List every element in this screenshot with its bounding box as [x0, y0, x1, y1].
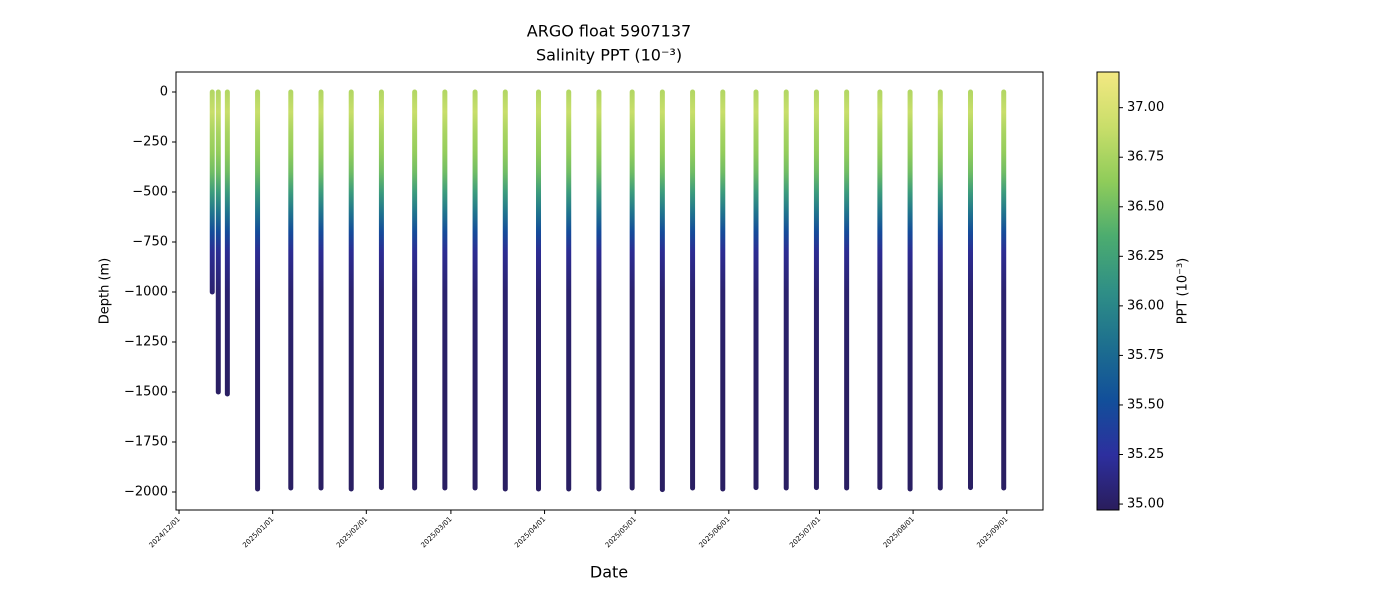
y-tick-label: −1000	[124, 285, 168, 300]
x-tick-label: 2024/12/01	[148, 515, 182, 549]
profile	[967, 89, 973, 491]
chart-title: ARGO float 5907137	[527, 22, 691, 41]
colorbar-tick-label: 36.00	[1127, 298, 1164, 313]
profile	[288, 89, 294, 491]
profile	[442, 89, 448, 491]
y-tick-label: −1250	[124, 335, 168, 350]
y-tick-label: −500	[132, 185, 168, 200]
colorbar-tick-label: 35.75	[1127, 348, 1164, 363]
profile	[907, 89, 913, 492]
x-tick-label: 2025/02/01	[335, 515, 369, 549]
profile	[877, 89, 883, 491]
colorbar-tick-label: 37.00	[1127, 100, 1164, 115]
y-tick-label: −250	[132, 135, 168, 150]
x-axis-label: Date	[590, 563, 628, 582]
chart-subtitle: Salinity PPT (10⁻³)	[536, 46, 682, 65]
x-tick-label: 2025/05/01	[604, 515, 638, 549]
x-tick-label: 2025/01/01	[241, 515, 275, 549]
profile	[629, 89, 635, 491]
profile	[753, 89, 759, 491]
y-tick-label: 0	[160, 85, 168, 100]
profile	[937, 89, 943, 491]
profile	[659, 89, 665, 493]
plot-frame	[175, 71, 1044, 511]
y-tick-label: −1750	[124, 435, 168, 450]
profile	[224, 89, 230, 397]
y-tick-label: −2000	[124, 485, 168, 500]
profile	[536, 89, 542, 492]
profile	[813, 89, 819, 491]
profile	[720, 89, 726, 492]
x-tick-label: 2025/08/01	[882, 515, 916, 549]
y-tick-label: −750	[132, 235, 168, 250]
profile	[255, 89, 261, 492]
y-axis-label: Depth (m)	[98, 258, 113, 325]
profile	[1001, 89, 1007, 491]
profile	[502, 89, 508, 492]
profile	[318, 89, 324, 491]
y-tick-label: −1500	[124, 385, 168, 400]
profile	[596, 89, 602, 492]
profile	[783, 89, 789, 491]
profile	[348, 89, 354, 492]
x-tick-label: 2025/09/01	[975, 515, 1009, 549]
x-tick-label: 2025/04/01	[513, 515, 547, 549]
colorbar-tick-label: 36.50	[1127, 199, 1164, 214]
colorbar-tick-label: 35.25	[1127, 447, 1164, 462]
colorbar-tick-label: 35.50	[1127, 397, 1164, 412]
profile	[209, 89, 215, 295]
colorbar-tick-label: 35.00	[1127, 497, 1164, 512]
colorbar-label: PPT (10⁻³)	[1176, 258, 1191, 325]
profile	[412, 89, 418, 491]
colorbar	[1096, 71, 1120, 511]
x-tick-label: 2025/03/01	[420, 515, 454, 549]
x-tick-label: 2025/06/01	[697, 515, 731, 549]
colorbar-tick-label: 36.25	[1127, 249, 1164, 264]
profile	[215, 89, 221, 395]
profile	[690, 89, 696, 491]
x-tick-label: 2025/07/01	[788, 515, 822, 549]
profile	[566, 89, 572, 492]
profile	[472, 89, 478, 491]
profile	[378, 89, 384, 491]
colorbar-tick-label: 36.75	[1127, 150, 1164, 165]
profile	[844, 89, 850, 491]
